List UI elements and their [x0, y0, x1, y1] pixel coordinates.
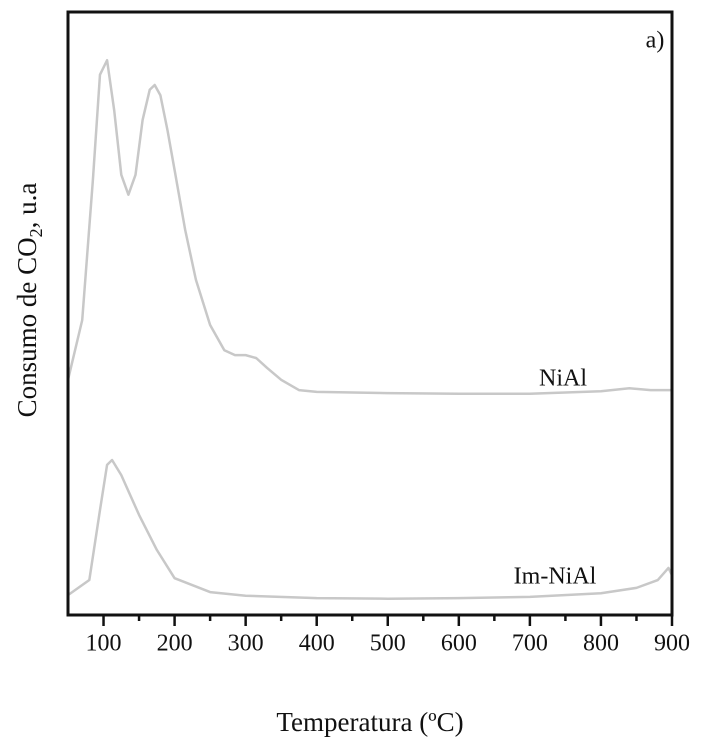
data-line [66, 58, 672, 395]
annotation: Im-NiAl [514, 564, 597, 590]
x-tick-label: 100 [86, 631, 122, 657]
x-tick-label: 500 [370, 631, 406, 657]
y-axis-label-part: Consumo de CO [12, 237, 42, 417]
x-tick-label: 400 [299, 631, 335, 657]
annotation: NiAl [539, 366, 587, 392]
data-line [67, 458, 674, 600]
x-tick-label: 800 [583, 631, 619, 657]
x-tick-label: 600 [441, 631, 477, 657]
x-tick-label: 700 [512, 631, 548, 657]
annotation: a) [646, 28, 665, 54]
x-axis-label: Temperatura (ºC) [276, 707, 463, 737]
x-tick-label: 300 [228, 631, 264, 657]
y-axis-label: Consumo de CO2, u.a [12, 183, 46, 418]
y-axis-label-subscript: 2 [26, 228, 46, 237]
x-tick-label: 200 [157, 631, 193, 657]
y-axis-label-part: , u.a [12, 183, 42, 229]
plot-frame [66, 10, 674, 617]
x-tick-label: 900 [654, 631, 690, 657]
